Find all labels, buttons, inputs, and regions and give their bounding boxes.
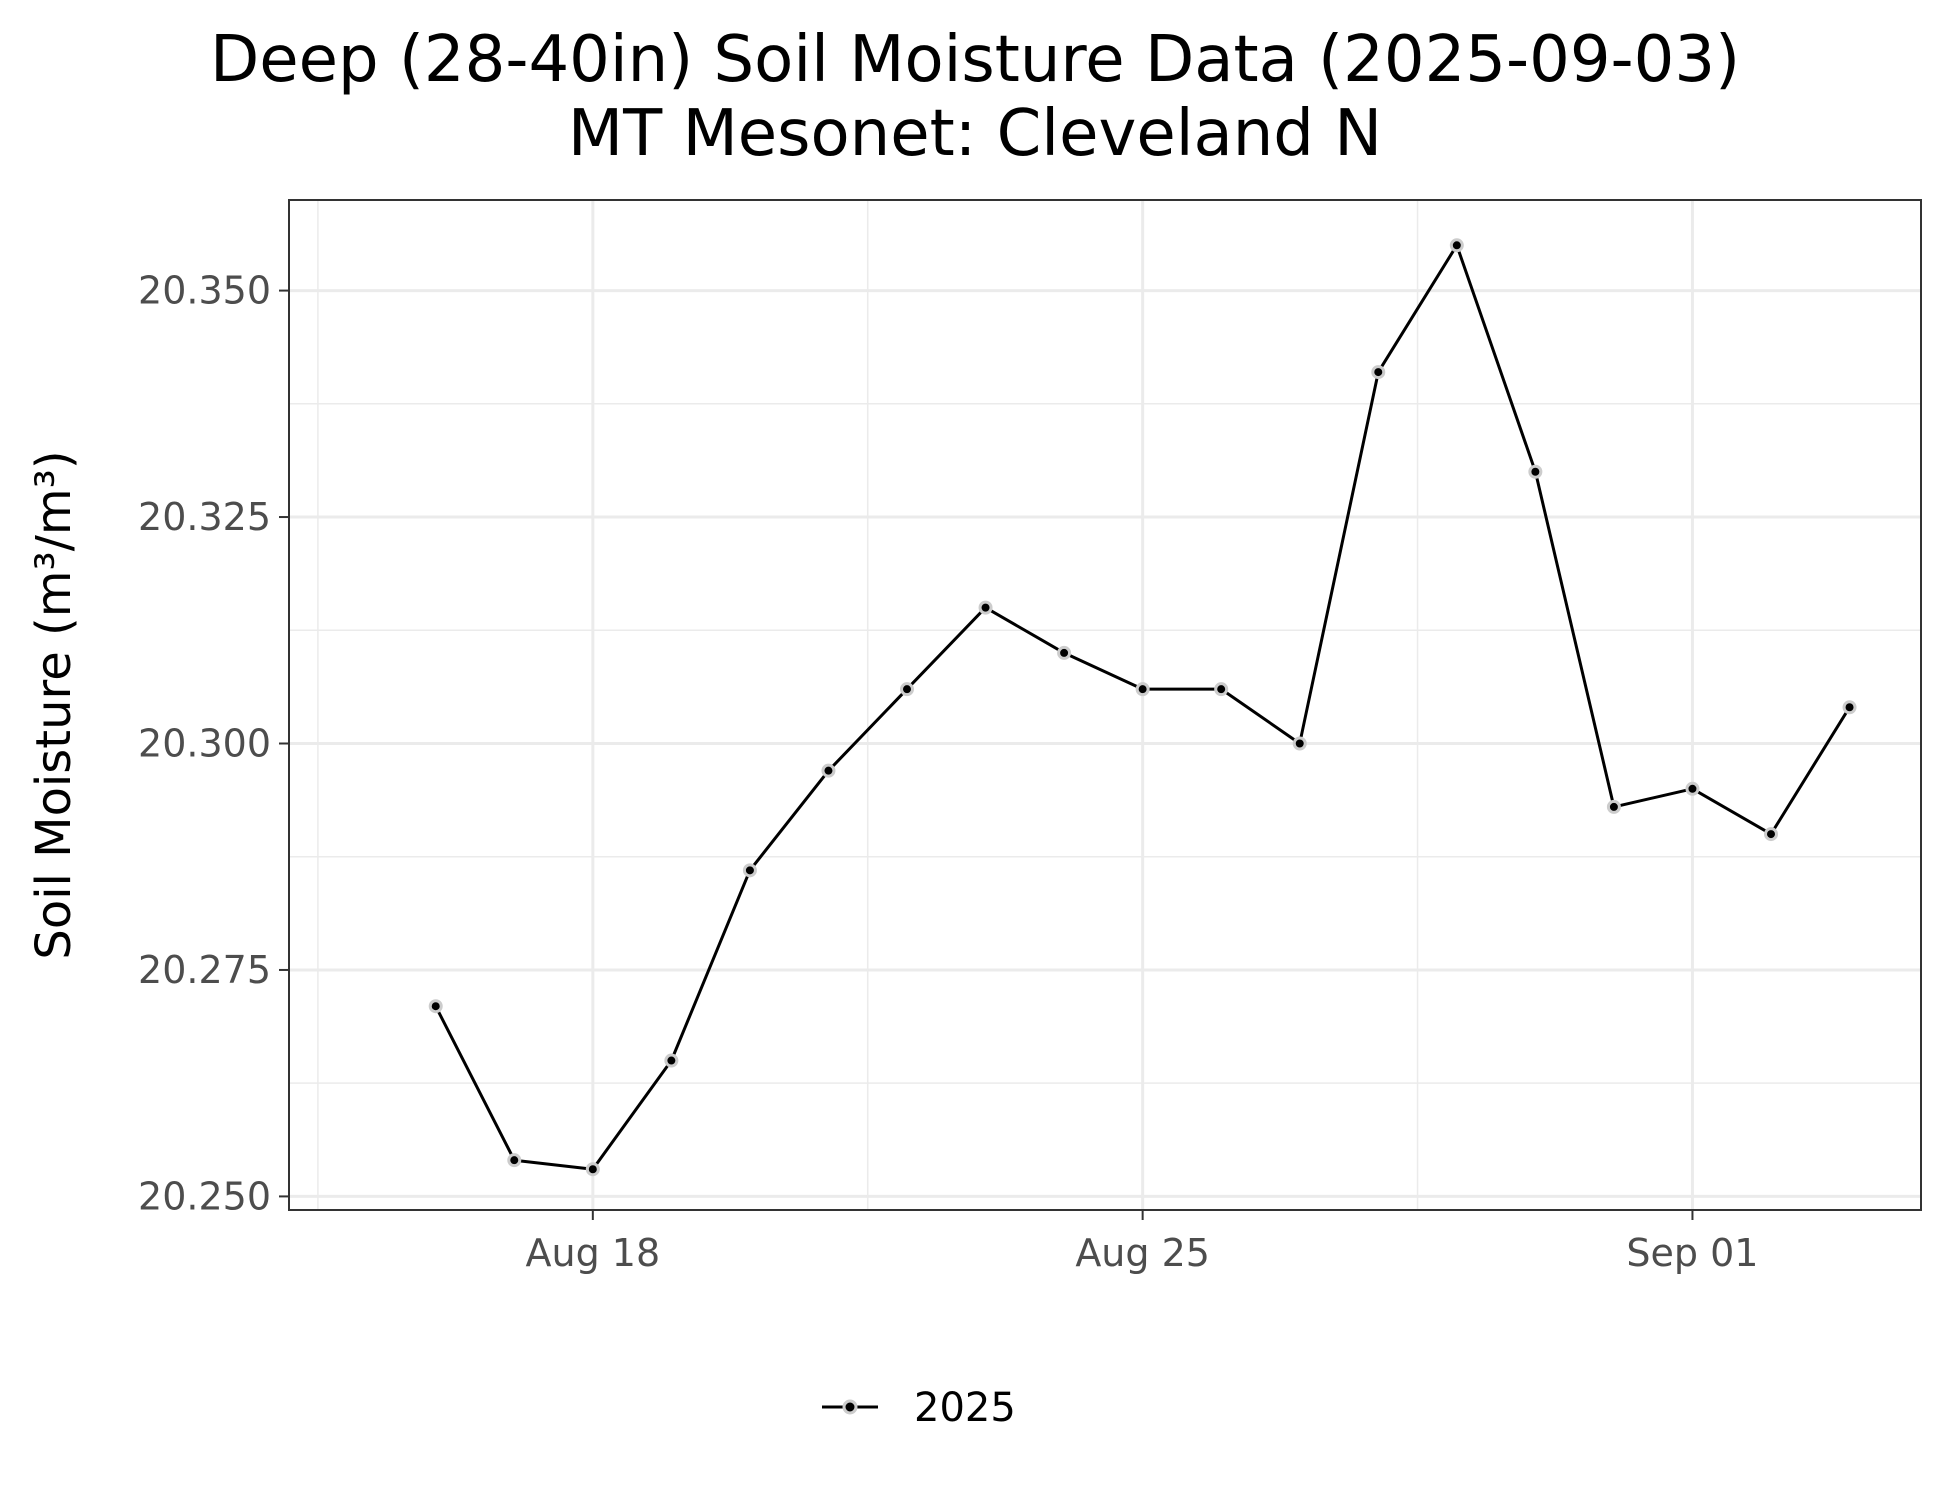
- data-point: [1449, 238, 1464, 253]
- data-point: [1135, 682, 1150, 697]
- data-point: [1842, 700, 1857, 715]
- axes: 20.250 20.275 20.300 20.325 20.350 Aug 18 Aug …: [138, 269, 1758, 1275]
- data-point: [664, 1053, 679, 1068]
- data-point: [978, 600, 993, 615]
- x-tick-label: Sep 01: [1626, 1231, 1758, 1275]
- plot-panel-border: [288, 199, 1922, 1211]
- series-layer: [428, 238, 1857, 1177]
- x-tick-label: Aug 25: [1075, 1231, 1210, 1275]
- y-tick-label: 20.350: [138, 269, 271, 313]
- legend-marker-swatch: [842, 1399, 858, 1415]
- data-point: [1292, 736, 1307, 751]
- legend: 2025: [822, 1385, 1016, 1431]
- data-point: [1606, 799, 1621, 814]
- data-point: [1528, 464, 1543, 479]
- grid: [289, 200, 1921, 1210]
- data-point: [821, 763, 836, 778]
- data-point: [742, 863, 757, 878]
- legend-label: 2025: [914, 1385, 1016, 1431]
- y-tick-label: 20.250: [138, 1174, 271, 1218]
- data-point: [585, 1162, 600, 1177]
- y-tick-label: 20.325: [138, 495, 271, 539]
- data-point: [1764, 827, 1778, 842]
- chart-subtitle: MT Mesonet: Cleveland N: [567, 97, 1383, 171]
- data-point: [1685, 781, 1700, 796]
- data-point: [1057, 645, 1072, 660]
- y-axis-title: Soil Moisture (m³/m³): [26, 450, 82, 959]
- y-tick-label: 20.275: [138, 948, 271, 992]
- x-tick-label: Aug 18: [525, 1231, 660, 1275]
- data-point: [507, 1153, 522, 1168]
- data-point: [428, 999, 443, 1014]
- y-tick-label: 20.300: [138, 721, 271, 765]
- data-point: [1371, 365, 1386, 380]
- chart-title: Deep (28-40in) Soil Moisture Data (2025-…: [209, 23, 1741, 97]
- data-point: [1214, 682, 1229, 697]
- data-point: [900, 682, 914, 697]
